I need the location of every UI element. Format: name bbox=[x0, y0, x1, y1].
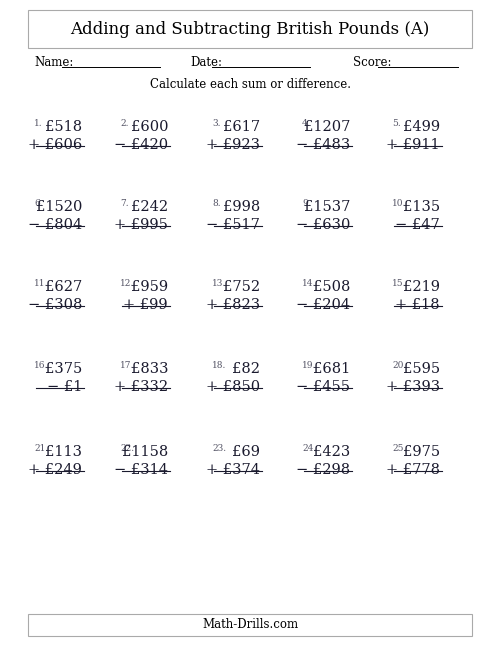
Text: £1207: £1207 bbox=[304, 120, 350, 134]
Text: £135: £135 bbox=[403, 200, 440, 214]
Text: − £420: − £420 bbox=[114, 138, 168, 152]
Text: £219: £219 bbox=[403, 280, 440, 294]
Text: £1158: £1158 bbox=[122, 445, 168, 459]
Text: £1537: £1537 bbox=[304, 200, 350, 214]
Text: Name:: Name: bbox=[34, 56, 74, 69]
Text: − £47: − £47 bbox=[395, 218, 440, 232]
Text: 13.: 13. bbox=[212, 279, 226, 288]
Text: Calculate each sum or difference.: Calculate each sum or difference. bbox=[150, 78, 350, 91]
Text: − £804: − £804 bbox=[28, 218, 82, 232]
Text: 21.: 21. bbox=[34, 444, 48, 453]
Text: 25.: 25. bbox=[392, 444, 406, 453]
Text: 11.: 11. bbox=[34, 279, 48, 288]
Text: £69: £69 bbox=[232, 445, 260, 459]
Text: − £483: − £483 bbox=[296, 138, 350, 152]
Text: − £308: − £308 bbox=[28, 298, 82, 312]
Text: − £517: − £517 bbox=[206, 218, 260, 232]
Text: + £332: + £332 bbox=[114, 380, 168, 394]
Text: − £1: − £1 bbox=[46, 380, 82, 394]
Text: 19.: 19. bbox=[302, 361, 316, 370]
Text: + £249: + £249 bbox=[28, 463, 82, 477]
Text: + £99: + £99 bbox=[124, 298, 168, 312]
Text: − £298: − £298 bbox=[296, 463, 350, 477]
Text: 8.: 8. bbox=[212, 199, 220, 208]
Text: £595: £595 bbox=[403, 362, 440, 376]
Text: £82: £82 bbox=[232, 362, 260, 376]
Text: £600: £600 bbox=[130, 120, 168, 134]
Text: + £850: + £850 bbox=[206, 380, 260, 394]
Text: + £374: + £374 bbox=[206, 463, 260, 477]
Text: 9.: 9. bbox=[302, 199, 310, 208]
Text: 4.: 4. bbox=[302, 119, 310, 128]
Text: 23.: 23. bbox=[212, 444, 226, 453]
Text: £998: £998 bbox=[223, 200, 260, 214]
Text: 22.: 22. bbox=[120, 444, 134, 453]
Text: £959: £959 bbox=[131, 280, 168, 294]
Text: + £923: + £923 bbox=[206, 138, 260, 152]
Text: + £18: + £18 bbox=[396, 298, 440, 312]
Text: + £393: + £393 bbox=[386, 380, 440, 394]
Text: 2.: 2. bbox=[120, 119, 128, 128]
Text: £681: £681 bbox=[313, 362, 350, 376]
Text: 14.: 14. bbox=[302, 279, 316, 288]
Text: £375: £375 bbox=[45, 362, 82, 376]
Text: Adding and Subtracting British Pounds (A): Adding and Subtracting British Pounds (A… bbox=[70, 21, 430, 38]
Text: £975: £975 bbox=[403, 445, 440, 459]
Text: 24.: 24. bbox=[302, 444, 316, 453]
Text: £627: £627 bbox=[45, 280, 82, 294]
Text: Math-Drills.com: Math-Drills.com bbox=[202, 619, 298, 631]
Text: + £778: + £778 bbox=[386, 463, 440, 477]
Text: 10.: 10. bbox=[392, 199, 406, 208]
Text: Score:: Score: bbox=[353, 56, 392, 69]
Text: + £911: + £911 bbox=[386, 138, 440, 152]
Text: − £630: − £630 bbox=[296, 218, 350, 232]
Text: Date:: Date: bbox=[190, 56, 222, 69]
Text: − £204: − £204 bbox=[296, 298, 350, 312]
Text: 20.: 20. bbox=[392, 361, 406, 370]
Text: 6.: 6. bbox=[34, 199, 42, 208]
Text: £752: £752 bbox=[223, 280, 260, 294]
Text: £113: £113 bbox=[45, 445, 82, 459]
Text: 18.: 18. bbox=[212, 361, 226, 370]
Text: £499: £499 bbox=[403, 120, 440, 134]
Text: 17.: 17. bbox=[120, 361, 134, 370]
Text: 1.: 1. bbox=[34, 119, 42, 128]
Text: £1520: £1520 bbox=[36, 200, 82, 214]
Text: + £823: + £823 bbox=[206, 298, 260, 312]
Text: £518: £518 bbox=[45, 120, 82, 134]
Text: £508: £508 bbox=[312, 280, 350, 294]
Text: 16.: 16. bbox=[34, 361, 48, 370]
Text: £423: £423 bbox=[313, 445, 350, 459]
FancyBboxPatch shape bbox=[28, 10, 472, 48]
Text: 5.: 5. bbox=[392, 119, 401, 128]
Text: 3.: 3. bbox=[212, 119, 220, 128]
Text: £617: £617 bbox=[223, 120, 260, 134]
Text: + £606: + £606 bbox=[28, 138, 82, 152]
FancyBboxPatch shape bbox=[28, 614, 472, 636]
Text: £242: £242 bbox=[131, 200, 168, 214]
Text: 12.: 12. bbox=[120, 279, 134, 288]
Text: £833: £833 bbox=[130, 362, 168, 376]
Text: 7.: 7. bbox=[120, 199, 128, 208]
Text: 15.: 15. bbox=[392, 279, 406, 288]
Text: − £455: − £455 bbox=[296, 380, 350, 394]
Text: + £995: + £995 bbox=[114, 218, 168, 232]
Text: − £314: − £314 bbox=[114, 463, 168, 477]
